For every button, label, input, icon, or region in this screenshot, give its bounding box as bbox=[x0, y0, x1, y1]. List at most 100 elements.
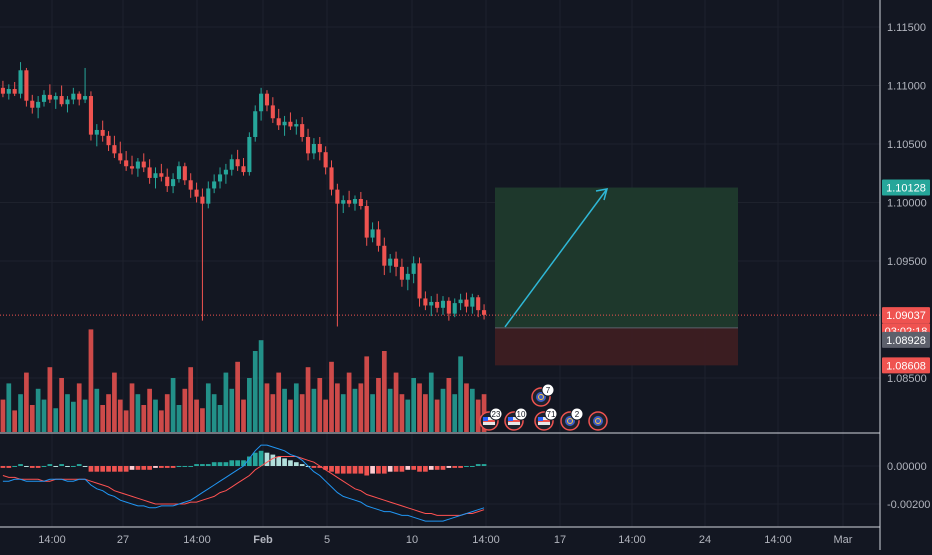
event-count-badge bbox=[541, 383, 555, 397]
event-count: 23 bbox=[492, 410, 501, 419]
macd-histogram-bar bbox=[293, 462, 299, 466]
macd-histogram-bar bbox=[323, 466, 328, 470]
long-position-tool[interactable] bbox=[495, 187, 738, 366]
macd-histogram-bar bbox=[481, 464, 487, 466]
macd-histogram-bar bbox=[387, 466, 393, 472]
event-marker-globe[interactable] bbox=[588, 411, 608, 431]
macd-histogram-bar bbox=[352, 466, 358, 474]
volume-bar bbox=[205, 383, 211, 432]
volume-bar bbox=[129, 383, 135, 432]
price-axis[interactable]: 1.11500 1.11000 1.10500 1.10000 1.09500 1.085… bbox=[881, 0, 932, 550]
volume-bar bbox=[59, 378, 64, 432]
candle-body bbox=[394, 258, 399, 267]
candle-body bbox=[458, 299, 463, 304]
volume-bar bbox=[393, 372, 399, 432]
volume-bar bbox=[405, 399, 411, 432]
candle-body bbox=[341, 200, 346, 204]
volume-bar bbox=[311, 388, 317, 432]
volume-bar bbox=[6, 383, 12, 432]
volume-bar bbox=[352, 388, 358, 432]
macd-histogram-bar bbox=[153, 466, 158, 468]
event-marker-globe[interactable]: 7 bbox=[531, 383, 555, 407]
candle-body bbox=[188, 180, 193, 190]
time-tick-label: Mar bbox=[834, 534, 853, 546]
macd-histogram-bar bbox=[340, 466, 346, 474]
macd-histogram-bar bbox=[159, 466, 164, 468]
event-count-badge bbox=[514, 407, 528, 421]
volume-bar bbox=[53, 408, 59, 432]
candle-body bbox=[253, 111, 258, 137]
entry-price-tag-bg bbox=[882, 331, 930, 348]
economic-events[interactable]: 23 10 7 71 2 bbox=[479, 383, 608, 431]
flag-stripe bbox=[483, 420, 495, 422]
volume-bar bbox=[241, 399, 246, 432]
macd-histogram-bar bbox=[317, 466, 323, 468]
time-axis[interactable]: 14:00 27 14:00 Feb 5 10 14:00 17 14:00 24 14:00 Mar bbox=[38, 534, 853, 546]
pane-separators bbox=[0, 0, 881, 550]
candle-body bbox=[417, 263, 422, 299]
macd-histogram-bar bbox=[399, 466, 405, 472]
macd-histogram-bar bbox=[6, 466, 12, 468]
target-arrow[interactable] bbox=[504, 188, 608, 328]
volume-bar bbox=[18, 394, 23, 432]
candle-body bbox=[370, 229, 375, 238]
candlestick-series bbox=[0, 62, 880, 327]
flag-canton bbox=[508, 417, 513, 421]
event-marker-globe[interactable]: 2 bbox=[560, 407, 584, 431]
macd-histogram-bar bbox=[241, 460, 246, 466]
entry-price-tag: 1.08928 bbox=[886, 335, 926, 347]
volume-bar bbox=[147, 388, 152, 432]
globe-ring bbox=[595, 418, 601, 424]
candle-body bbox=[329, 167, 334, 190]
macd-histogram-bar bbox=[76, 464, 82, 466]
macd-histogram-bar bbox=[94, 466, 100, 472]
macd-histogram-bar bbox=[405, 466, 411, 470]
volume-bar bbox=[235, 361, 240, 432]
volume-bar bbox=[469, 388, 475, 432]
candle-body bbox=[476, 297, 481, 311]
candle-body bbox=[106, 135, 111, 146]
candle-body bbox=[18, 70, 23, 94]
candle-body bbox=[311, 144, 316, 154]
macd-histogram-bar bbox=[205, 464, 211, 466]
macd-histogram-bar bbox=[211, 462, 217, 466]
candle-body bbox=[241, 166, 246, 173]
macd-histogram-bar bbox=[194, 464, 199, 466]
event-marker-flag[interactable]: 10 bbox=[504, 407, 528, 431]
event-marker-flag[interactable]: 23 bbox=[479, 407, 503, 431]
candle-body bbox=[376, 229, 381, 246]
price-tick-label: 1.09500 bbox=[887, 256, 927, 268]
macd-histogram-bar bbox=[358, 466, 364, 474]
volume-bar bbox=[323, 399, 328, 432]
event-count: 7 bbox=[546, 386, 551, 395]
candle-body bbox=[276, 118, 281, 126]
candle-body bbox=[323, 152, 328, 168]
volume-bar bbox=[41, 399, 47, 432]
macd-histogram-bar bbox=[229, 460, 235, 466]
candle-body bbox=[112, 145, 117, 154]
volume-bar bbox=[270, 394, 276, 432]
volume-bar bbox=[164, 394, 170, 432]
volume-bar bbox=[258, 340, 264, 432]
volume-bar bbox=[340, 394, 346, 432]
volume-bar bbox=[47, 367, 53, 432]
globe-icon bbox=[593, 416, 603, 426]
macd-histogram-bar bbox=[188, 466, 194, 467]
price-tick-label: 1.11500 bbox=[887, 22, 926, 34]
macd-histogram-bar bbox=[376, 466, 381, 474]
volume-bar bbox=[194, 399, 199, 432]
candle-body bbox=[288, 121, 293, 127]
current-price-tag: 1.09037 bbox=[886, 310, 926, 322]
candle-body bbox=[212, 181, 217, 189]
profit-zone[interactable] bbox=[495, 187, 738, 328]
globe-ring bbox=[567, 418, 573, 424]
candle-body bbox=[282, 121, 287, 126]
event-marker-flag[interactable]: 71 bbox=[534, 407, 558, 431]
volume-bar bbox=[317, 378, 323, 432]
loss-zone[interactable] bbox=[495, 327, 738, 366]
macd-histogram-bar bbox=[100, 466, 106, 472]
candle-body bbox=[270, 105, 275, 119]
macd-histogram-bar bbox=[423, 466, 428, 472]
